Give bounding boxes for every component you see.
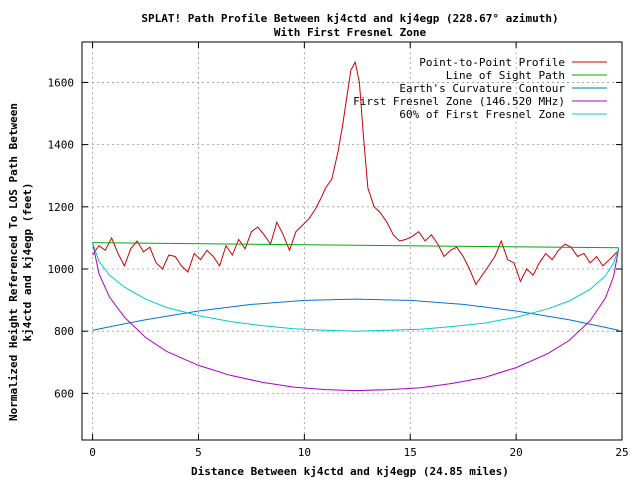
legend-label-point-to-point-profile: Point-to-Point Profile: [419, 56, 565, 69]
x-tick-label: 10: [298, 446, 311, 459]
series-line-first-fresnel-zone-146-520-mhz: [92, 242, 620, 392]
legend-label-60-of-first-fresnel-zone: 60% of First Fresnel Zone: [399, 108, 565, 121]
chart-title: SPLAT! Path Profile Between kj4ctd and k…: [141, 12, 558, 25]
series-line-earth-s-curvature-contour: [92, 298, 619, 331]
y-tick-label: 1600: [48, 76, 75, 89]
y-tick-label: 800: [54, 325, 74, 338]
x-tick-label: 15: [404, 446, 417, 459]
legend-label-earth-s-curvature-contour: Earth's Curvature Contour: [399, 82, 565, 95]
series-line-60-of-first-fresnel-zone: [92, 242, 620, 332]
y-axis-label-line1: Normalized Height Referenced To LOS Path…: [7, 103, 20, 421]
x-axis: 0 5 10 15 20 25: [89, 42, 629, 459]
plot-series: [92, 60, 620, 392]
y-tick-label: 1000: [48, 263, 75, 276]
series-line-line-of-sight-path: [92, 242, 619, 249]
series-line-point-to-point-profile: [92, 60, 620, 286]
x-tick-label: 20: [509, 446, 522, 459]
x-tick-label: 0: [89, 446, 96, 459]
legend-label-first-fresnel-zone-146-520-mhz: First Fresnel Zone (146.520 MHz): [353, 95, 565, 108]
y-tick-label: 1200: [48, 201, 75, 214]
y-tick-label: 1400: [48, 139, 75, 152]
x-tick-label: 5: [195, 446, 202, 459]
plot-frame: [81, 41, 623, 441]
x-axis-label: Distance Between kj4ctd and kj4egp (24.8…: [191, 465, 509, 478]
chart-subtitle: With First Fresnel Zone: [274, 26, 427, 39]
y-axis: 600 800 1000 1200 1400 1600: [48, 76, 622, 400]
y-tick-label: 600: [54, 387, 74, 400]
y-axis-label-line2: kj4ctd and kj4egp (feet): [21, 183, 34, 342]
legend-label-line-of-sight-path: Line of Sight Path: [446, 69, 565, 82]
x-tick-label: 25: [615, 446, 628, 459]
